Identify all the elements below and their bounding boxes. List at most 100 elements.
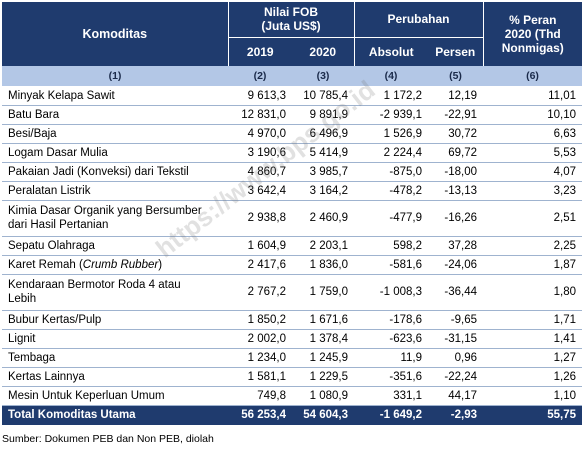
row-2019: 2 417,6 <box>228 255 292 275</box>
row-2019: 2 767,2 <box>228 274 292 311</box>
column-number: (5) <box>428 66 484 87</box>
row-peran: 10,10 <box>483 105 583 125</box>
row-commodity-italic: Crumb Rubber <box>82 258 159 271</box>
header-peran-line1: % Peran <box>509 13 557 27</box>
header-peran-line2: 2020 (Thd <box>504 27 561 41</box>
row-peran: 1,71 <box>483 310 583 330</box>
header-perubahan: Perubahan <box>353 2 484 38</box>
row-persen: 69,72 <box>428 143 484 163</box>
column-number: (6) <box>483 66 583 87</box>
header-absolut: Absolut <box>353 37 428 66</box>
table-row: Peralatan Listrik 3 642,4 3 164,2 -478,2… <box>2 181 583 201</box>
row-2020: 10 785,4 <box>292 86 354 106</box>
total-row: Total Komoditas Utama 56 253,4 54 604,3 … <box>2 405 583 425</box>
row-2019: 2 938,8 <box>228 200 292 237</box>
row-peran: 11,01 <box>483 86 583 106</box>
row-absolut: -581,6 <box>354 255 428 275</box>
row-2020: 9 891,9 <box>292 105 354 125</box>
row-peran: 5,53 <box>483 143 583 163</box>
row-persen: 44,17 <box>428 386 484 406</box>
row-2020: 3 164,2 <box>292 181 354 201</box>
row-persen: -9,65 <box>428 310 484 330</box>
row-2020: 1 378,4 <box>292 329 354 349</box>
row-absolut: -1 008,3 <box>354 274 428 311</box>
column-number: (4) <box>354 66 428 87</box>
row-2020: 5 414,9 <box>292 143 354 163</box>
row-2020: 3 985,7 <box>292 162 354 182</box>
row-2019: 1 234,0 <box>228 348 292 368</box>
row-persen: -36,44 <box>428 274 484 311</box>
header-2019: 2019 <box>227 37 292 66</box>
row-absolut: 598,2 <box>354 236 428 256</box>
row-2019: 1 581,1 <box>228 367 292 387</box>
row-commodity: Logam Dasar Mulia <box>2 143 228 163</box>
row-persen: -31,15 <box>428 329 484 349</box>
row-commodity: Kendaraan Bermotor Roda 4 atau Lebih <box>2 274 228 311</box>
row-peran: 2,51 <box>483 200 583 237</box>
row-commodity-line1: Kimia Dasar Organik yang Bersumber <box>8 205 202 217</box>
row-persen: 12,19 <box>428 86 484 106</box>
row-persen: -24,06 <box>428 255 484 275</box>
row-absolut: -477,9 <box>354 200 428 237</box>
row-peran: 6,63 <box>483 124 583 144</box>
header-persen: Persen <box>428 37 484 66</box>
table-row: Batu Bara 12 831,0 9 891,9 -2 939,1 -22,… <box>2 105 583 125</box>
header-nilai-fob: Nilai FOB (Juta US$) <box>227 2 354 38</box>
row-peran: 2,25 <box>483 236 583 256</box>
row-2019: 1 850,2 <box>228 310 292 330</box>
table-body: Minyak Kelapa Sawit 9 613,3 10 785,4 1 1… <box>2 86 583 425</box>
total-persen: -2,93 <box>428 405 484 425</box>
table-row: Sepatu Olahraga 1 604,9 2 203,1 598,2 37… <box>2 236 583 256</box>
row-peran: 1,27 <box>483 348 583 368</box>
row-absolut: 1 526,9 <box>354 124 428 144</box>
row-absolut: 2 224,4 <box>354 143 428 163</box>
row-commodity: Pakaian Jadi (Konveksi) dari Tekstil <box>2 162 228 182</box>
row-commodity: Batu Bara <box>2 105 228 125</box>
row-commodity: Kertas Lainnya <box>2 367 228 387</box>
row-2019: 12 831,0 <box>228 105 292 125</box>
table-row: Besi/Baja 4 970,0 6 496,9 1 526,9 30,72 … <box>2 124 583 144</box>
table-row: Kendaraan Bermotor Roda 4 atau Lebih 2 7… <box>2 274 583 311</box>
table-row: Bubur Kertas/Pulp 1 850,2 1 671,6 -178,6… <box>2 310 583 330</box>
header-nilai-fob-line1: Nilai FOB <box>263 5 318 20</box>
row-absolut: -875,0 <box>354 162 428 182</box>
row-commodity-line2: Lebih <box>8 293 37 305</box>
header-nilai-fob-line2: (Juta US$) <box>261 19 321 34</box>
row-2019: 3 642,4 <box>228 181 292 201</box>
header-peran-line3: Nonmigas) <box>501 41 564 55</box>
table-row: Logam Dasar Mulia 3 190,6 5 414,9 2 224,… <box>2 143 583 163</box>
row-2019: 749,8 <box>228 386 292 406</box>
row-peran: 3,23 <box>483 181 583 201</box>
row-2020: 2 460,9 <box>292 200 354 237</box>
row-commodity-suffix: ) <box>158 258 163 271</box>
table-row: Pakaian Jadi (Konveksi) dari Tekstil 4 8… <box>2 162 583 182</box>
row-persen: -22,24 <box>428 367 484 387</box>
table-row: Minyak Kelapa Sawit 9 613,3 10 785,4 1 1… <box>2 86 583 106</box>
row-peran: 1,10 <box>483 386 583 406</box>
table-row: Mesin Untuk Keperluan Umum 749,8 1 080,9… <box>2 386 583 406</box>
total-2020: 54 604,3 <box>292 405 354 425</box>
row-absolut: -623,6 <box>354 329 428 349</box>
row-commodity: Tembaga <box>2 348 228 368</box>
column-number: (1) <box>2 66 228 87</box>
column-number: (3) <box>292 66 354 87</box>
table-row: Kertas Lainnya 1 581,1 1 229,5 -351,6 -2… <box>2 367 583 387</box>
row-persen: -18,00 <box>428 162 484 182</box>
row-persen: -13,13 <box>428 181 484 201</box>
row-commodity-line1: Kendaraan Bermotor Roda 4 atau <box>8 279 181 291</box>
table-row: Lignit 2 002,0 1 378,4 -623,6 -31,15 1,4… <box>2 329 583 349</box>
row-persen: -22,91 <box>428 105 484 125</box>
row-2019: 4 860,7 <box>228 162 292 182</box>
row-persen: -16,26 <box>428 200 484 237</box>
row-2019: 3 190,6 <box>228 143 292 163</box>
commodity-table: Komoditas Nilai FOB (Juta US$) Perubahan… <box>2 2 583 425</box>
row-absolut: -351,6 <box>354 367 428 387</box>
header-peran: % Peran 2020 (Thd Nonmigas) <box>482 2 583 66</box>
row-2020: 1 759,0 <box>292 274 354 311</box>
row-2020: 1 080,9 <box>292 386 354 406</box>
table-row: Tembaga 1 234,0 1 245,9 11,9 0,96 1,27 <box>2 348 583 368</box>
header-2020: 2020 <box>292 37 354 66</box>
row-2019: 2 002,0 <box>228 329 292 349</box>
row-commodity: Bubur Kertas/Pulp <box>2 310 228 330</box>
row-2019: 4 970,0 <box>228 124 292 144</box>
